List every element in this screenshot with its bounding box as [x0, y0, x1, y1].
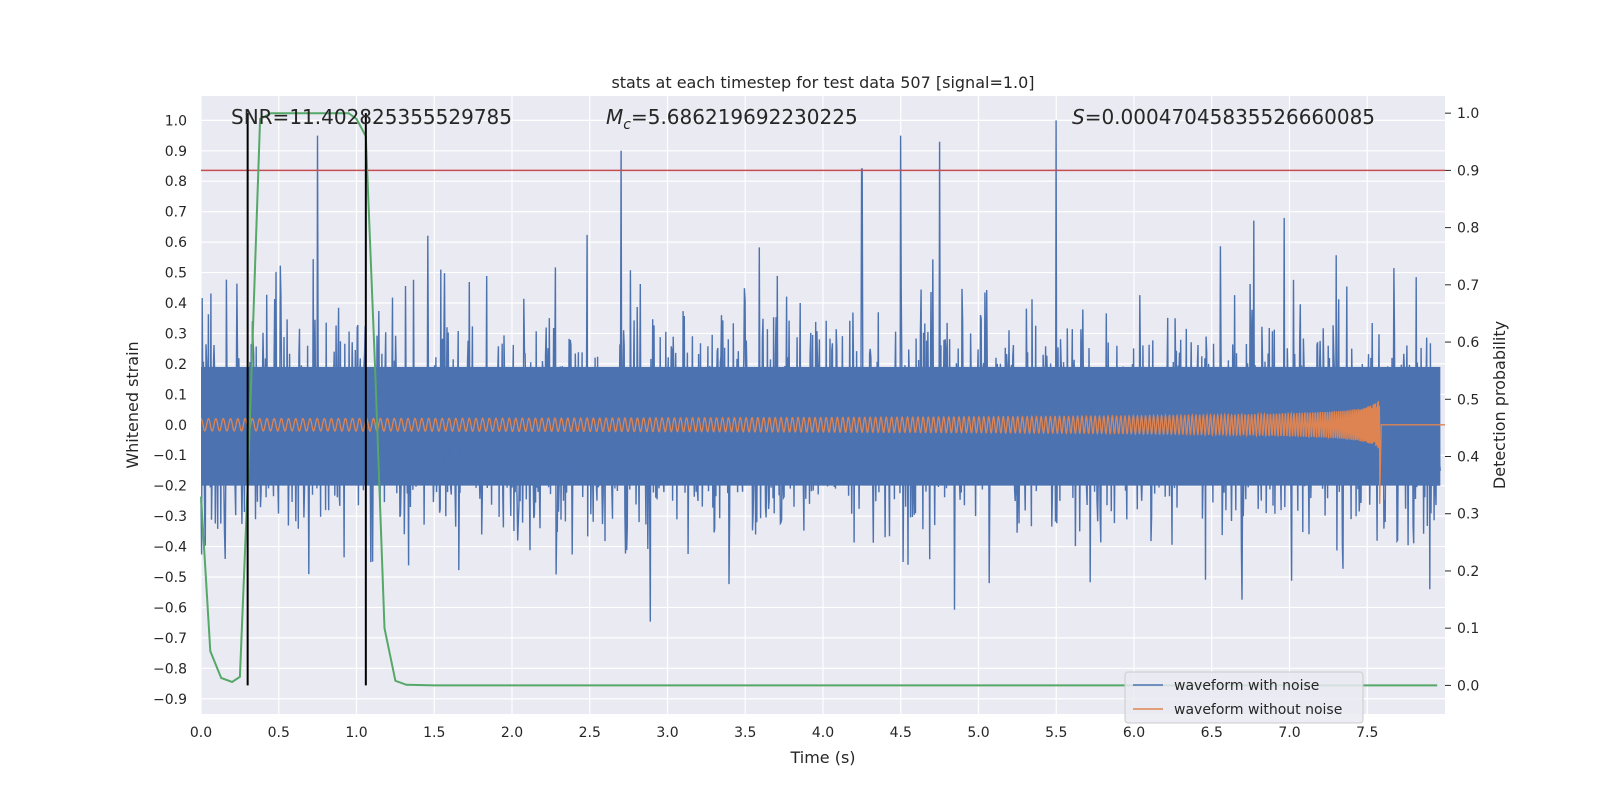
y-tick-label: 1.0: [165, 113, 187, 129]
y-tick-label: −0.5: [153, 570, 187, 586]
right-y-tick-label: 0.6: [1457, 335, 1479, 351]
right-y-tick-label: 0.4: [1457, 450, 1479, 466]
right-y-tick-label: 0.1: [1457, 621, 1479, 637]
right-y-tick-label: 0.9: [1457, 163, 1479, 179]
x-tick-labels: 0.0 0.5 1.0 1.5 2.0 2.5 3.0 3.5 4.0 4.5 5.0 5.5 6.0 6…: [190, 725, 1379, 741]
legend-box: [1124, 671, 1364, 724]
right-y-tick-label: 0.0: [1457, 678, 1479, 694]
y-tick-label: 0.9: [165, 144, 187, 160]
y-tick-label: 0.0: [165, 418, 187, 434]
x-tick-label: 3.0: [656, 725, 678, 741]
y-tick-label: −0.4: [153, 540, 187, 556]
y-tick-label: −0.6: [153, 600, 187, 616]
chart-title: stats at each timestep for test data 507…: [611, 73, 1034, 92]
mc-subscript: c: [623, 117, 631, 133]
y-tick-label: −0.2: [153, 479, 187, 495]
x-tick-label: 5.0: [967, 725, 989, 741]
right-axis-layer: [200, 112, 1451, 687]
chirp-mass-annotation: Mc=5.686219692230225: [606, 105, 858, 133]
right-y-tick-label: 0.5: [1457, 392, 1479, 408]
right-y-tick-label: 0.7: [1457, 278, 1479, 294]
y-tick-label: 0.5: [165, 266, 187, 282]
y-tick-label: 0.1: [165, 387, 187, 403]
snr-prefix: SNR=: [231, 105, 289, 129]
right-y-tick-label: 0.2: [1457, 564, 1479, 580]
legend: waveform with noise waveform without noi…: [1124, 671, 1364, 724]
snr-value: 11.402825355529785: [289, 105, 512, 129]
x-tick-label: 1.0: [345, 725, 367, 741]
x-tick-label: 2.5: [579, 725, 601, 741]
s-annotation: S=0.00047045835526660085: [1072, 105, 1375, 129]
y-tick-label: 0.8: [165, 174, 187, 190]
y-tick-label: 0.7: [165, 205, 187, 221]
chirp-line: [200, 400, 1445, 504]
series-waveform-without-noise: [200, 400, 1445, 504]
s-symbol: S: [1072, 105, 1085, 129]
y-tick-labels: 1.0 0.9 0.8 0.7 0.6 0.5 0.4 0.3 0.2 0.1 0.0 −0.1 −0.…: [153, 113, 187, 707]
x-tick-label: 4.0: [812, 725, 834, 741]
y-tick-label: −0.7: [153, 631, 187, 647]
y-tick-label: −0.1: [153, 448, 187, 464]
x-tick-label: 2.0: [501, 725, 523, 741]
right-y-tick-label: 0.8: [1457, 221, 1479, 237]
x-tick-label: 4.5: [890, 725, 912, 741]
x-tick-label: 3.5: [734, 725, 756, 741]
right-y-axis-label: Detection probability: [1490, 321, 1509, 489]
x-tick-label: 0.0: [190, 725, 212, 741]
x-tick-label: 6.0: [1123, 725, 1145, 741]
y-tick-label: −0.9: [153, 692, 187, 708]
legend-label-noise: waveform with noise: [1174, 678, 1319, 694]
x-tick-label: 5.5: [1045, 725, 1067, 741]
y-tick-label: 0.2: [165, 357, 187, 373]
y-tick-label: 0.4: [165, 296, 187, 312]
x-tick-label: 0.5: [268, 725, 290, 741]
y-tick-label: −0.3: [153, 509, 187, 525]
x-tick-label: 6.5: [1201, 725, 1223, 741]
s-value: =0.00047045835526660085: [1085, 105, 1375, 129]
mc-symbol: M: [606, 105, 623, 129]
right-y-tick-label: 0.3: [1457, 507, 1479, 523]
y-axis-label: Whitened strain: [123, 341, 142, 468]
x-axis-label: Time (s): [789, 748, 855, 767]
right-y-tick-label: 1.0: [1457, 106, 1479, 122]
mc-value: =5.686219692230225: [631, 105, 858, 129]
x-tick-label: 7.5: [1356, 725, 1378, 741]
right-y-tick-labels: 1.0 0.9 0.8 0.7 0.6 0.5 0.4 0.3 0.2 0.1 0.0: [1457, 106, 1479, 694]
y-tick-label: −0.8: [153, 661, 187, 677]
legend-label-clean: waveform without noise: [1174, 702, 1342, 718]
x-tick-label: 1.5: [423, 725, 445, 741]
x-tick-label: 7.0: [1278, 725, 1300, 741]
snr-annotation: SNR=11.402825355529785: [231, 105, 512, 129]
detection-probability-line: [200, 112, 1438, 687]
y-tick-label: 0.6: [165, 235, 187, 251]
y-tick-label: 0.3: [165, 326, 187, 342]
